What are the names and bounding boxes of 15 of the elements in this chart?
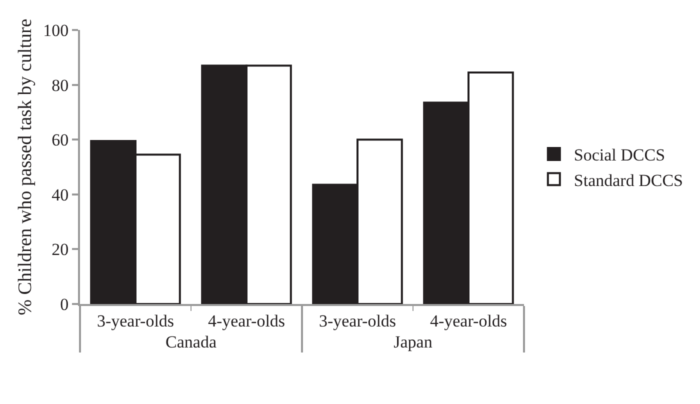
- y-tick-label: 40: [52, 185, 69, 204]
- y-tick-label: 100: [43, 20, 69, 40]
- x-tick-label: 3-year-olds: [96, 311, 174, 330]
- text: Canada: [166, 332, 217, 352]
- x-tick-label: 4-year-olds: [430, 311, 508, 330]
- y-tick-label: 80: [52, 76, 69, 95]
- y-tick-label: 20: [52, 240, 69, 260]
- legend-label: Social DCCS: [574, 146, 666, 165]
- x-tick-label: 4-year-olds: [208, 311, 286, 330]
- x-tick-label: 3-year-olds: [318, 311, 396, 330]
- text: Japan: [394, 332, 433, 352]
- y-axis-title: % Children who passed task by culture: [15, 18, 36, 316]
- y-tick-label: 0: [60, 294, 69, 314]
- y-tick-label: 60: [52, 130, 69, 150]
- legend-label: Standard DCCS: [574, 170, 683, 190]
